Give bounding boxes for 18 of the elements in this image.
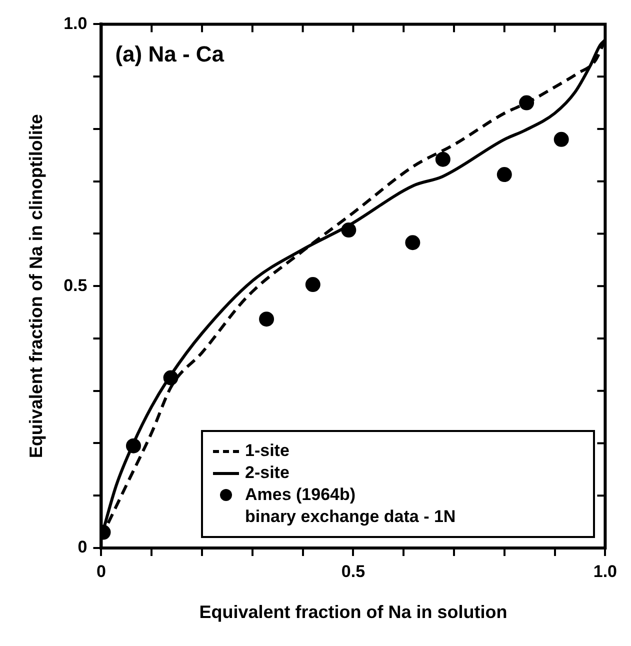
point xyxy=(435,152,450,167)
point xyxy=(305,277,320,292)
legend-label: 1-site xyxy=(245,440,290,462)
x-tick-label: 1.0 xyxy=(593,562,618,581)
legend-label: Ames (1964b) binary exchange data - 1N xyxy=(245,484,457,528)
y-tick-label: 0.5 xyxy=(64,276,88,295)
x-axis-title: Equivalent fraction of Na in solution xyxy=(199,602,508,622)
y-tick-label: 0 xyxy=(78,538,88,557)
point xyxy=(259,312,274,327)
point xyxy=(496,167,512,182)
point xyxy=(554,132,569,147)
x-tick-label: 0 xyxy=(96,562,106,581)
annotation: (a) Na - Ca xyxy=(115,41,225,66)
x-tick-label: 0.5 xyxy=(341,562,366,581)
y-tick-label: 1.0 xyxy=(64,14,88,33)
point xyxy=(405,235,420,250)
y-axis-title: Equivalent fraction of Na in clinoptilolite xyxy=(26,114,46,458)
legend-label: 2-site xyxy=(245,462,290,484)
